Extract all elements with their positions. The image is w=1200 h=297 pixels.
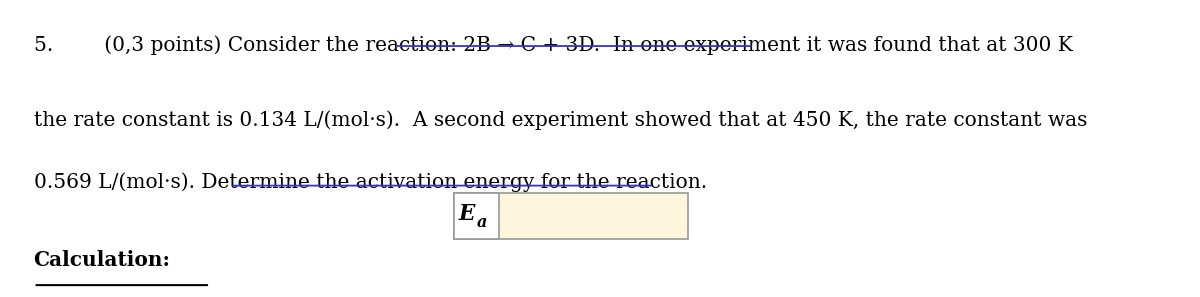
FancyBboxPatch shape <box>454 193 499 239</box>
Text: E: E <box>458 203 475 225</box>
Text: the rate constant is 0.134 L/(mol·s).  A second experiment showed that at 450 K,: the rate constant is 0.134 L/(mol·s). A … <box>34 110 1087 129</box>
FancyBboxPatch shape <box>454 193 688 239</box>
Text: a: a <box>476 214 487 231</box>
Text: 5.        (0,3 points) Consider the reaction: 2B → C + 3D.  In one experiment it: 5. (0,3 points) Consider the reaction: 2… <box>34 36 1073 55</box>
Text: Calculation:: Calculation: <box>34 250 170 270</box>
Text: 0.569 L/(mol·s). Determine the activation energy for the reaction.: 0.569 L/(mol·s). Determine the activatio… <box>34 172 707 192</box>
